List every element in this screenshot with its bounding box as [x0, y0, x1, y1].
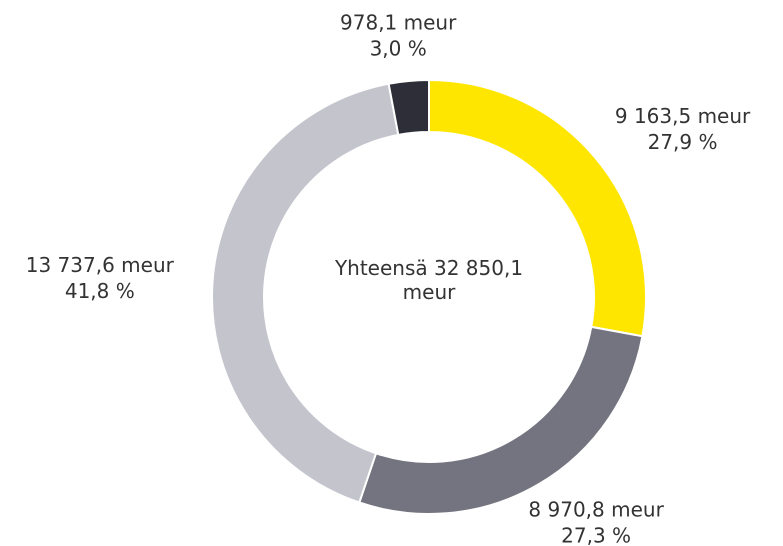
percent-label: 27,9 % — [648, 130, 718, 154]
center-label: Yhteensä 32 850,1 meur — [334, 256, 524, 304]
value-label: 13 737,6 meur — [26, 253, 175, 277]
percent-label: 27,3 % — [561, 523, 631, 546]
value-label: 978,1 meur — [340, 11, 457, 35]
donut-segment — [387, 78, 430, 137]
percent-label: 41,8 % — [65, 279, 135, 303]
value-label: 8 970,8 meur — [528, 497, 664, 521]
donut-segment — [358, 325, 644, 515]
percent-label: 3,0 % — [370, 37, 427, 61]
donut-segment — [211, 82, 400, 504]
value-label: 9 163,5 meur — [615, 104, 751, 128]
